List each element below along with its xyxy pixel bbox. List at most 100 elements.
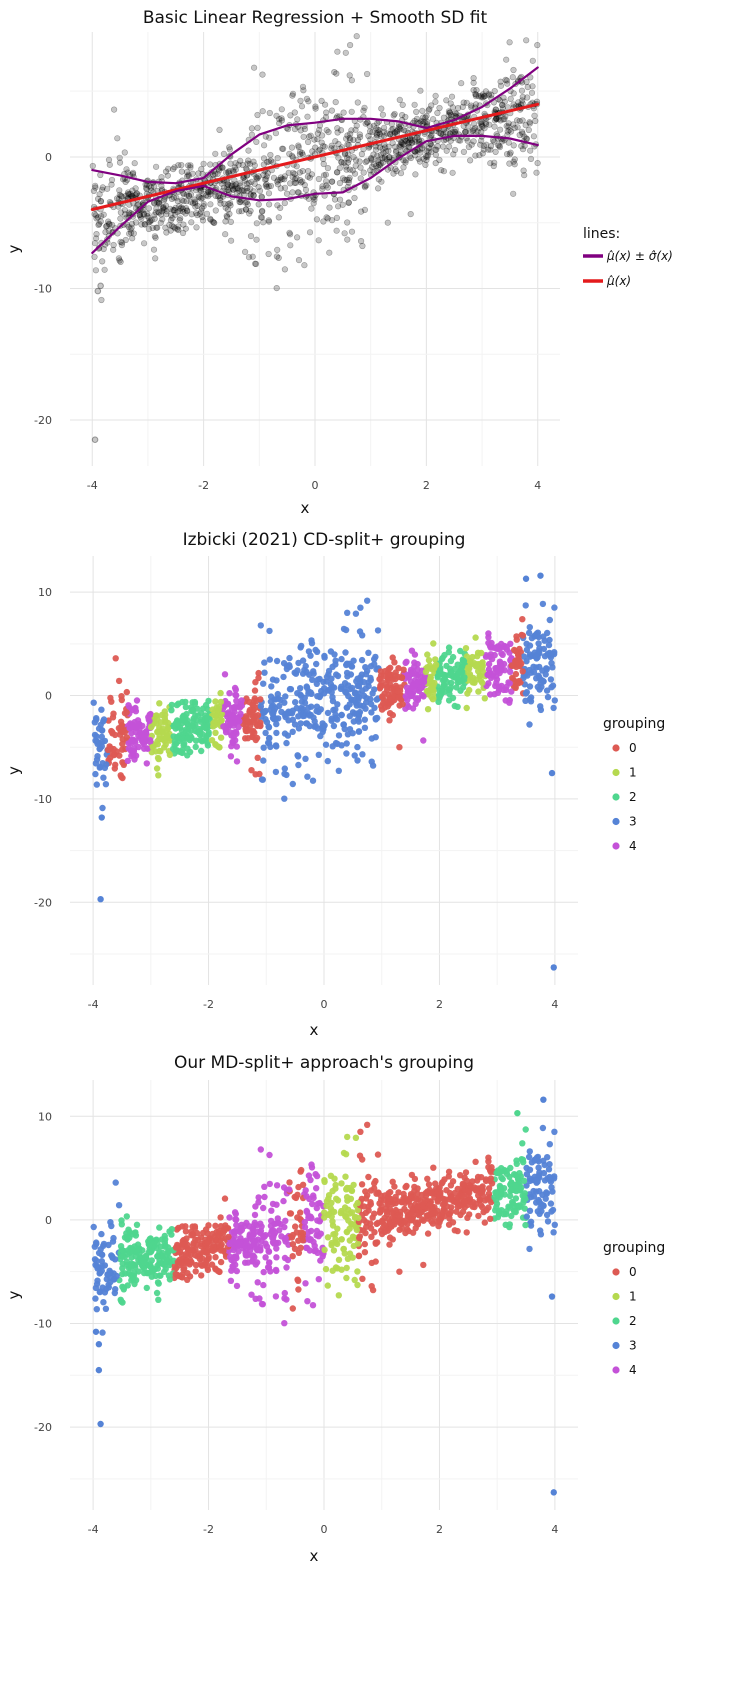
data-point xyxy=(385,147,392,155)
data-point xyxy=(264,158,271,166)
data-point xyxy=(428,102,435,109)
group-point xyxy=(329,694,336,701)
data-point xyxy=(379,155,386,162)
grid xyxy=(70,556,578,985)
data-point xyxy=(493,115,500,122)
data-point xyxy=(186,193,193,200)
data-point xyxy=(473,91,480,98)
group-point xyxy=(298,1229,305,1236)
outlier-point xyxy=(97,896,104,903)
data-point xyxy=(266,134,273,141)
group-point xyxy=(132,705,139,713)
group-point xyxy=(535,640,542,647)
data-point xyxy=(249,253,256,260)
group-point xyxy=(184,745,191,752)
group-point xyxy=(551,1221,558,1229)
group-point xyxy=(432,656,439,663)
data-point xyxy=(216,192,223,199)
data-point xyxy=(147,217,154,224)
data-point xyxy=(502,113,509,120)
data-point xyxy=(341,159,348,166)
group-point xyxy=(247,1232,254,1240)
data-point xyxy=(334,125,341,132)
data-point xyxy=(170,206,177,213)
data-point xyxy=(115,255,122,262)
group-point xyxy=(260,1268,267,1276)
group-point xyxy=(243,714,250,722)
group-point xyxy=(357,1128,364,1136)
data-point xyxy=(231,177,238,184)
group-point xyxy=(251,1219,258,1227)
data-point xyxy=(173,194,180,201)
data-point xyxy=(197,187,205,194)
data-point xyxy=(135,201,142,208)
data-point xyxy=(422,161,429,168)
data-point xyxy=(467,157,474,164)
group-point xyxy=(131,756,138,763)
group-point xyxy=(523,1213,530,1220)
data-point xyxy=(315,147,322,154)
group-point xyxy=(481,695,488,702)
data-point xyxy=(216,126,223,133)
data-point xyxy=(264,170,271,177)
data-point xyxy=(507,149,514,156)
data-point xyxy=(289,92,296,99)
group-point xyxy=(417,684,425,692)
data-point xyxy=(200,190,207,197)
legend-label: 1 xyxy=(629,1290,637,1304)
data-point xyxy=(97,213,105,220)
data-point xyxy=(491,159,498,166)
group-point xyxy=(226,1253,234,1261)
group-point xyxy=(519,1140,526,1147)
data-point xyxy=(357,164,364,171)
data-point xyxy=(414,134,421,141)
data-point xyxy=(378,105,385,112)
group-point xyxy=(155,1280,162,1287)
group-point xyxy=(309,1302,317,1309)
data-point xyxy=(413,115,421,122)
data-point xyxy=(180,221,187,228)
data-point xyxy=(227,160,234,167)
group-point xyxy=(265,1247,272,1255)
group-point xyxy=(365,1173,372,1181)
group-point xyxy=(321,685,328,692)
data-point xyxy=(259,207,266,214)
data-point xyxy=(266,109,273,117)
data-point xyxy=(383,148,390,155)
group-point xyxy=(299,657,307,664)
data-point xyxy=(480,146,487,153)
group-point xyxy=(362,1195,370,1202)
group-point xyxy=(146,717,153,725)
data-point xyxy=(379,145,386,152)
group-point xyxy=(479,663,486,670)
group-point xyxy=(550,704,557,712)
data-point xyxy=(222,218,229,225)
data-point xyxy=(226,144,233,151)
group-point xyxy=(306,1236,313,1244)
data-point xyxy=(199,213,206,221)
group-point xyxy=(297,720,304,727)
data-point xyxy=(506,151,513,158)
data-point xyxy=(210,219,217,226)
data-point xyxy=(497,117,504,124)
group-point xyxy=(518,660,525,667)
data-point xyxy=(422,153,430,160)
group-point xyxy=(93,1257,100,1265)
group-point xyxy=(546,1141,553,1148)
group-point xyxy=(281,699,288,706)
data-point xyxy=(471,120,478,127)
data-point xyxy=(303,95,311,102)
data-point xyxy=(278,106,285,113)
legend-title: grouping xyxy=(603,716,665,732)
data-point xyxy=(294,116,301,123)
group-point xyxy=(106,743,113,750)
data-point xyxy=(533,169,540,176)
data-point xyxy=(384,219,391,226)
group-point xyxy=(154,728,161,736)
data-point xyxy=(274,202,281,209)
group-point xyxy=(325,667,333,675)
group-point xyxy=(424,1175,431,1183)
group-point xyxy=(266,1151,273,1159)
group-point xyxy=(343,740,350,747)
